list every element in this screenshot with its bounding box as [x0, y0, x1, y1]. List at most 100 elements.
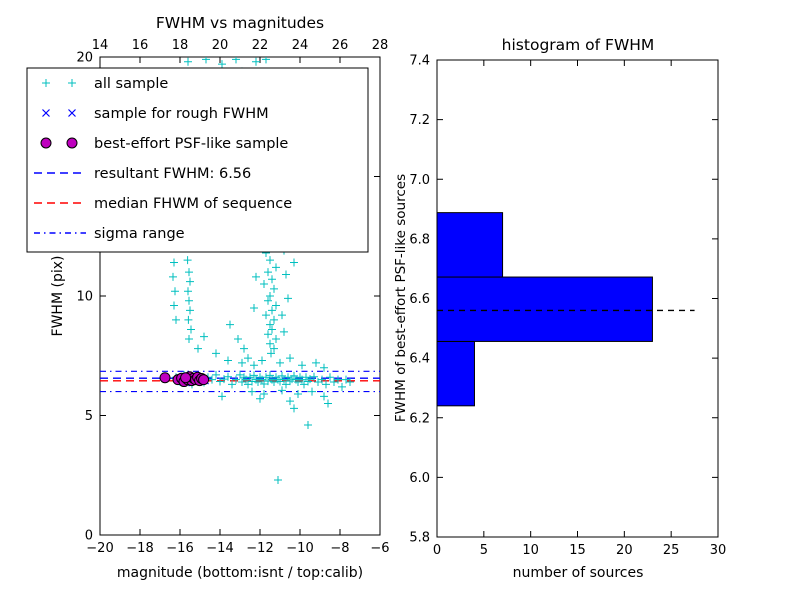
histogram-bar: [437, 276, 653, 342]
top-x-tick-label: 22: [252, 38, 269, 53]
scatter-point-all-sample: [260, 389, 268, 398]
scatter-point-all-sample: [268, 306, 276, 315]
scatter-point-all-sample: [228, 380, 236, 389]
scatter-point-all-sample: [272, 335, 280, 344]
top-x-tick-label: 18: [172, 38, 189, 53]
scatter-point-all-sample: [326, 373, 334, 382]
scatter-point-all-sample: [171, 287, 179, 296]
scatter-point-all-sample: [202, 57, 210, 64]
scatter-point-all-sample: [248, 387, 256, 396]
scatter-point-all-sample: [346, 378, 354, 387]
hist-x-tick-label: 30: [710, 543, 727, 558]
left-y-tick-label: 0: [85, 529, 93, 544]
scatter-point-all-sample: [270, 315, 278, 324]
hist-x-tick-label: 25: [663, 543, 680, 558]
scatter-point-all-sample: [324, 399, 332, 408]
scatter-point-all-sample: [232, 57, 240, 64]
legend-x-marker: [42, 109, 50, 117]
legend-label: best-effort PSF-like sample: [94, 136, 288, 152]
scatter-point-all-sample: [286, 377, 294, 386]
scatter-point-all-sample: [200, 332, 208, 341]
hist-y-tick-label: 6.2: [409, 411, 430, 426]
hist-y-tick-label: 6.8: [409, 232, 430, 247]
scatter-point-all-sample: [185, 296, 193, 305]
scatter-point-all-sample: [298, 361, 306, 370]
scatter-point-all-sample: [194, 344, 202, 353]
scatter-point-all-sample: [224, 356, 232, 365]
scatter-point-all-sample: [264, 377, 272, 386]
scatter-point-all-sample: [278, 371, 286, 380]
top-x-tick-label: 26: [332, 38, 349, 53]
bottom-x-tick-label: −10: [286, 541, 313, 556]
right-plot-ylabel: FWHM of best-effort PSF-like sources: [393, 174, 409, 422]
scatter-point-all-sample: [252, 272, 260, 281]
scatter-point-all-sample: [212, 370, 220, 379]
scatter-point-all-sample: [246, 373, 254, 382]
scatter-point-all-sample: [286, 354, 294, 363]
scatter-point-all-sample: [320, 363, 328, 372]
top-x-tick-label: 20: [212, 38, 229, 53]
scatter-point-all-sample: [212, 349, 220, 358]
top-x-tick-label: 14: [92, 38, 109, 53]
scatter-point-all-sample: [267, 349, 275, 358]
scatter-point-all-sample: [270, 284, 278, 293]
scatter-point-all-sample: [310, 372, 318, 381]
legend-label: sample for rough FWHM: [94, 106, 269, 122]
scatter-point-all-sample: [224, 372, 232, 381]
scatter-point-all-sample: [270, 344, 278, 353]
scatter-point-all-sample: [258, 356, 266, 365]
scatter-point-all-sample: [264, 296, 272, 305]
scatter-point-all-sample: [276, 358, 284, 367]
scatter-point-all-sample: [226, 320, 234, 329]
scatter-point-all-sample: [290, 258, 298, 267]
scatter-point-all-sample: [284, 373, 292, 382]
bottom-x-tick-label: −12: [246, 541, 273, 556]
scatter-point-all-sample: [186, 306, 194, 315]
legend: all sample sample for rough FWHM best-effo…: [26, 67, 369, 253]
scatter-point-all-sample: [232, 375, 240, 384]
scatter-point-all-sample: [318, 375, 326, 384]
scatter-point-all-sample: [250, 371, 258, 380]
scatter-point-all-sample: [290, 404, 298, 413]
scatter-point-all-sample: [184, 57, 192, 66]
legend-label: all sample: [94, 76, 168, 92]
right-plot: 0 5 10 15 20 25 30 5.8 6.0 6.2 6.4 6.6 6.8 7.0 7.2 7.4: [409, 54, 726, 559]
legend-circle-marker: [66, 137, 78, 149]
scatter-point-all-sample: [184, 315, 193, 324]
scatter-point-all-sample: [276, 377, 284, 386]
legend-plus-marker: [68, 79, 76, 87]
left-plot-xlabel: magnitude (bottom:isnt / top:calib): [117, 565, 363, 581]
right-plot-title: histogram of FWHM: [502, 36, 655, 54]
scatter-point-all-sample: [169, 272, 177, 281]
scatter-point-all-sample: [266, 371, 274, 380]
scatter-point-all-sample: [218, 60, 226, 69]
scatter-point-all-sample: [240, 344, 248, 353]
scatter-point-all-sample: [322, 380, 330, 389]
scatter-point-all-sample: [294, 389, 302, 398]
scatter-point-all-sample: [278, 311, 286, 320]
scatter-point-all-sample: [282, 380, 290, 389]
hist-y-tick-label: 5.8: [409, 531, 430, 546]
scatter-point-all-sample: [183, 256, 192, 265]
hist-y-tick-label: 7.0: [409, 173, 430, 188]
scatter-point-psf-like: [198, 374, 210, 386]
scatter-point-all-sample: [268, 275, 276, 284]
scatter-point-all-sample: [266, 292, 274, 300]
scatter-point-all-sample: [172, 315, 180, 324]
hist-x-tick-label: 15: [569, 543, 586, 558]
scatter-point-all-sample: [260, 280, 268, 289]
hist-y-tick-label: 7.2: [409, 113, 430, 128]
top-x-tick-label: 28: [372, 38, 389, 53]
scatter-point-all-sample: [312, 358, 320, 367]
hist-x-tick-label: 20: [616, 543, 633, 558]
hist-y-tick-label: 7.4: [409, 54, 430, 69]
histogram-bar: [437, 340, 475, 407]
hist-x-tick-label: 0: [433, 543, 441, 558]
scatter-point-all-sample: [262, 311, 270, 320]
scatter-point-all-sample: [256, 394, 264, 403]
legend-plus-marker: [42, 79, 50, 87]
hist-x-tick-label: 10: [522, 543, 539, 558]
left-y-tick-label: 5: [85, 409, 93, 424]
hist-y-tick-label: 6.4: [409, 352, 430, 367]
